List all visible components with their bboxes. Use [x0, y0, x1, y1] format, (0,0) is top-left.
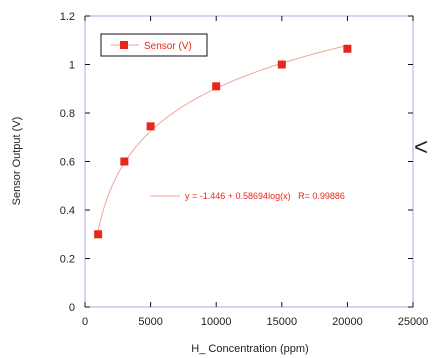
data-point	[212, 82, 221, 91]
x-axis-title: H_ Concentration (ppm)	[191, 343, 308, 355]
x-tick-label: 0	[82, 316, 88, 328]
data-markers	[94, 44, 352, 239]
x-tick-label: 15000	[267, 316, 298, 328]
x-tick-label: 10000	[201, 316, 232, 328]
y-tick-label: 0.6	[60, 157, 75, 169]
x-tick-label: 5000	[138, 316, 162, 328]
x-axis-ticks: 0 5000 10000 15000 20000 25000	[82, 16, 428, 328]
legend-marker	[120, 41, 128, 49]
data-point	[94, 230, 103, 239]
fit-curve	[97, 44, 348, 231]
y-tick-label: 0.8	[60, 108, 75, 120]
y-axis-ticks: 0 0.2 0.4 0.6 0.8 1 1.2	[60, 11, 413, 314]
y-axis-title: Sensor Output (V)	[11, 117, 23, 206]
side-arrow-glyph: <	[414, 134, 429, 161]
y-tick-label: 0	[69, 302, 75, 314]
data-point	[146, 122, 155, 131]
plot-area-frame	[84, 15, 414, 308]
data-point	[277, 60, 286, 69]
x-tick-label: 25000	[398, 316, 429, 328]
y-tick-label: 0.2	[60, 254, 75, 266]
fit-equation-label: y = -1.446 + 0.58694log(x) R= 0.99886	[185, 191, 345, 201]
y-tick-label: 1.2	[60, 11, 75, 23]
y-tick-label: 1	[69, 60, 75, 72]
data-point	[120, 157, 129, 166]
fit-annotation: y = -1.446 + 0.58694log(x) R= 0.99886	[150, 191, 345, 201]
legend-label: Sensor (V)	[144, 41, 192, 52]
y-tick-label: 0.4	[60, 205, 75, 217]
x-tick-label: 20000	[332, 316, 363, 328]
data-point	[343, 44, 352, 53]
legend-box	[100, 33, 208, 57]
legend: Sensor (V)	[100, 33, 208, 57]
